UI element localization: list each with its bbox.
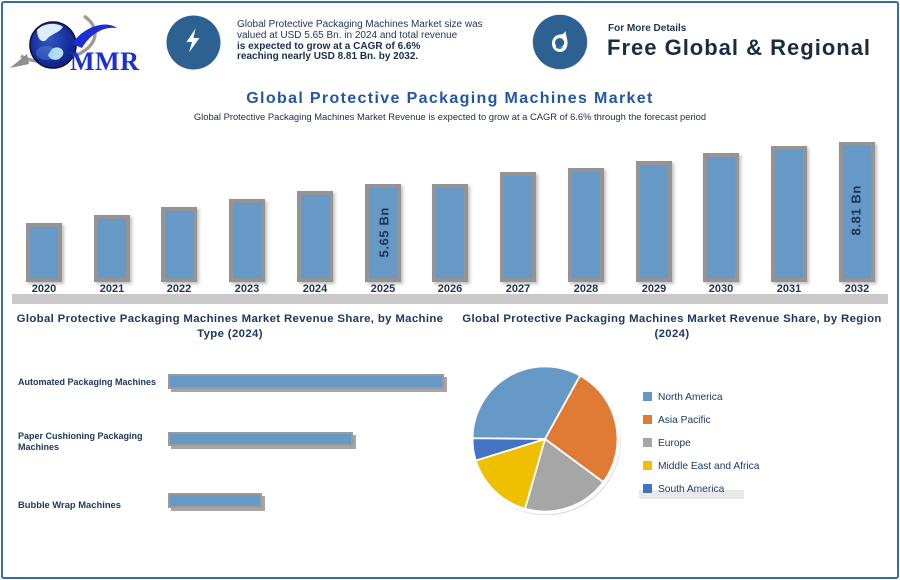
- svg-text:MMR: MMR: [70, 47, 139, 76]
